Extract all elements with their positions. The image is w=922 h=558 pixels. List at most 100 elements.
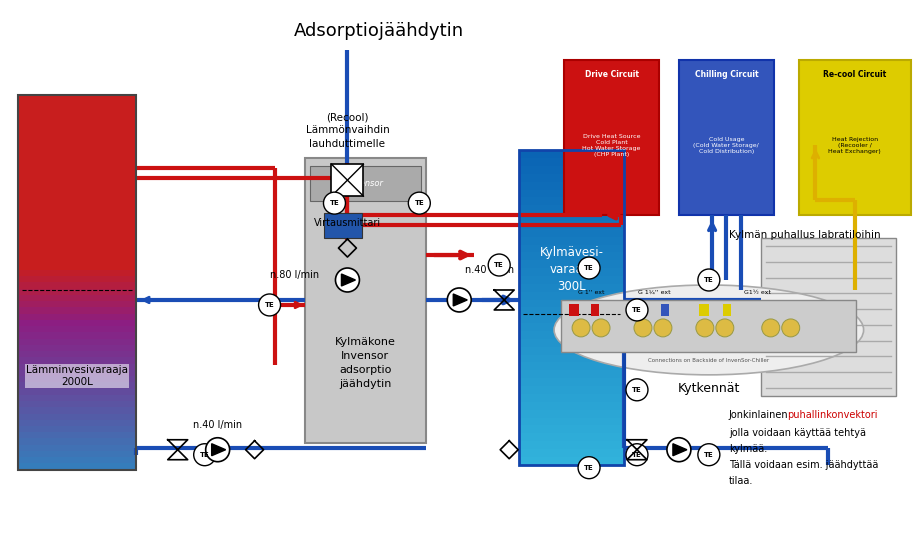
Bar [519,315,624,324]
Bar [18,339,136,346]
Bar [519,441,624,450]
Bar [519,158,624,167]
Bar [519,394,624,403]
Bar [18,133,136,140]
Circle shape [578,456,600,479]
Bar [18,439,136,446]
Bar [519,260,624,269]
Bar [519,449,624,458]
Bar [18,314,136,321]
Bar [18,364,136,371]
Bar [18,264,136,271]
Bar [519,252,624,261]
Bar [18,220,136,227]
Text: TE: TE [632,307,642,313]
Bar [636,304,646,316]
Bar [519,292,624,301]
Circle shape [592,319,610,337]
Bar [18,227,136,234]
Bar [18,195,136,203]
Bar [18,95,136,470]
Text: Virtausmittari: Virtausmittari [313,218,381,228]
Bar [519,402,624,411]
Text: TE: TE [585,465,594,471]
Circle shape [626,299,648,321]
Text: n.40 l/min: n.40 l/min [193,420,242,430]
Circle shape [782,319,799,337]
Text: Re-cool Circuit: Re-cool Circuit [823,70,886,79]
Text: Lämminvesivaraaja
2000L: Lämminvesivaraaja 2000L [26,365,128,387]
Text: G 1'' ext: G 1'' ext [578,290,604,295]
Bar [18,182,136,190]
Circle shape [698,269,720,291]
Bar [18,139,136,146]
Text: TE: TE [265,302,275,308]
Text: Kylmäkone
Invensor
adsorptio
jäähdytin: Kylmäkone Invensor adsorptio jäähdytin [335,337,396,389]
Bar [519,355,624,363]
Text: TE: TE [585,265,594,271]
Bar [519,425,624,434]
Bar [18,270,136,277]
Circle shape [762,319,780,337]
Bar [519,221,624,230]
Text: Cold Usage
(Cold Water Storage/
Cold Distribution): Cold Usage (Cold Water Storage/ Cold Dis… [693,137,759,154]
Bar [519,237,624,246]
Polygon shape [341,274,355,286]
Polygon shape [673,444,687,456]
Bar [18,121,136,127]
Bar [519,300,624,309]
Bar [18,208,136,215]
Bar [18,214,136,221]
Bar [18,288,136,296]
Text: TE: TE [329,200,339,206]
Text: puhallinkonvektori: puhallinkonvektori [786,410,877,420]
Circle shape [447,288,471,312]
Bar [18,388,136,396]
Bar [18,376,136,383]
Bar [18,357,136,364]
Text: Kytkennät: Kytkennät [678,382,740,395]
Bar [519,347,624,355]
Polygon shape [454,294,467,306]
Bar [519,166,624,175]
Text: Tällä voidaan esim. jäähdyttää: Tällä voidaan esim. jäähdyttää [728,460,878,470]
Text: Adsorptiojäähdytin: Adsorptiojäähdytin [294,22,465,40]
Bar [18,245,136,252]
Bar [18,282,136,290]
Bar [519,150,624,465]
Circle shape [654,319,672,337]
Circle shape [667,437,691,461]
Text: kylmää.: kylmää. [728,444,767,454]
Bar [18,108,136,115]
Text: G1½ ext: G1½ ext [744,290,771,295]
Bar [519,433,624,442]
Bar [18,426,136,433]
Bar [519,205,624,214]
Bar [519,331,624,340]
Bar [18,95,136,103]
Bar [519,190,624,199]
Bar [519,268,624,277]
Text: n.40 l/min: n.40 l/min [465,265,514,275]
Circle shape [698,444,720,466]
Bar [18,420,136,427]
Bar [18,457,136,464]
Bar [18,258,136,265]
Bar [519,229,624,238]
Circle shape [626,444,648,466]
Bar [519,378,624,387]
Text: jolla voidaan käyttää tehtyä: jolla voidaan käyttää tehtyä [728,428,866,438]
Text: TE: TE [415,200,424,206]
Text: n.80 l/min: n.80 l/min [270,270,320,280]
Text: TE: TE [632,452,642,458]
Bar [18,395,136,402]
Text: Kylmävesi-
varaaja
300L: Kylmävesi- varaaja 300L [539,246,604,293]
Bar [18,445,136,452]
Bar [519,371,624,379]
Bar [18,201,136,209]
Bar [591,304,599,316]
Text: TE: TE [632,387,642,393]
Bar [723,304,731,316]
Bar [18,382,136,389]
Bar [18,432,136,440]
